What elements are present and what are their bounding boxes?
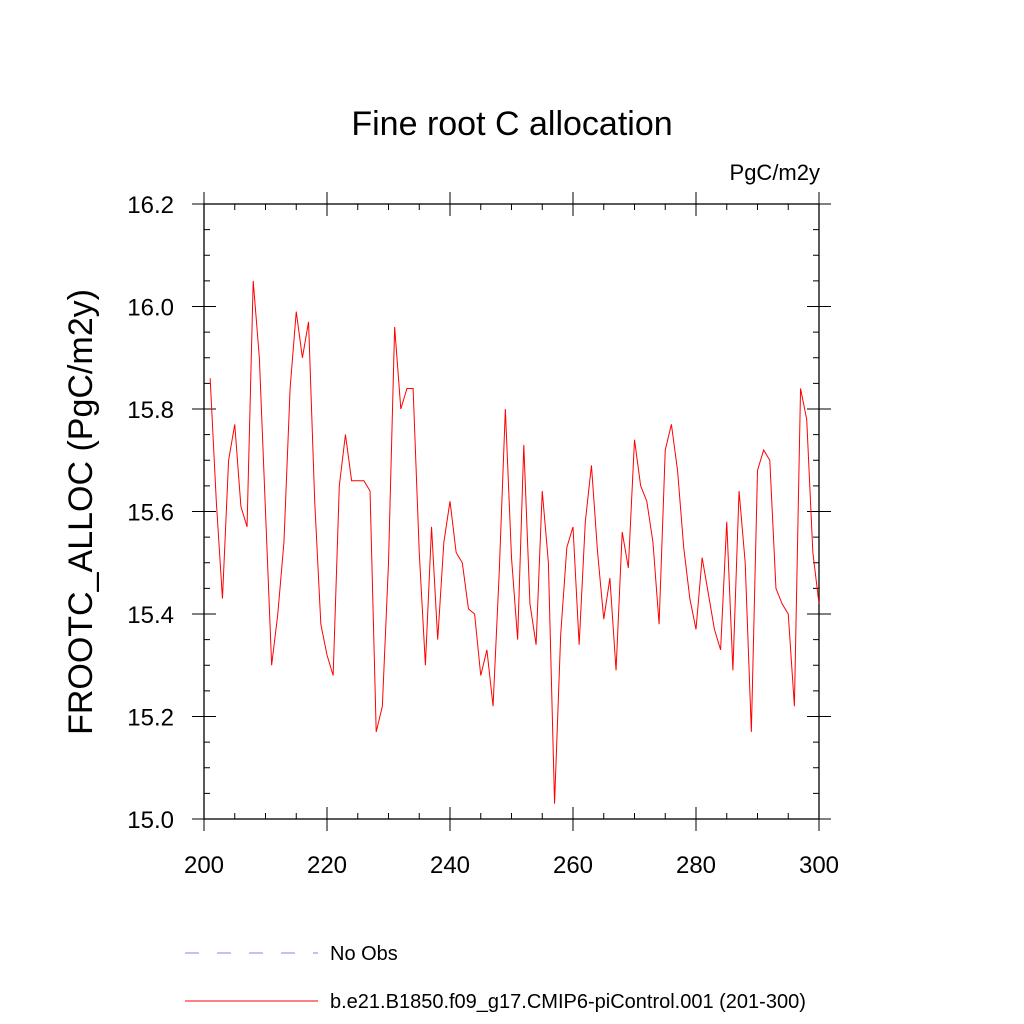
y-tick-label: 15.4 — [127, 602, 174, 629]
tick-labels: 200 220 240 260 280 300 15.0 15.2 15.4 15.6 15.8 16… — [127, 192, 839, 879]
series-layer — [209, 280, 820, 804]
y-tick-label: 16.0 — [127, 295, 174, 322]
legend-label: No Obs — [330, 943, 398, 965]
series-line — [209, 280, 820, 804]
y-tick-label: 15.0 — [127, 807, 174, 834]
y-tick-label: 15.8 — [127, 397, 174, 424]
plot-frame — [203, 203, 820, 820]
x-tick-label: 220 — [307, 852, 347, 879]
y-tick-label: 15.6 — [127, 500, 174, 527]
y-axis-label: FROOTC_ALLOC (PgC/m2y) — [62, 289, 100, 735]
x-tick-label: 280 — [676, 852, 716, 879]
units-label: PgC/m2y — [730, 160, 820, 185]
x-tick-label: 300 — [799, 852, 839, 879]
x-tick-label: 200 — [184, 852, 224, 879]
x-tick-label: 260 — [553, 852, 593, 879]
y-tick-label: 15.2 — [127, 705, 174, 732]
legend: No Obs b.e21.B1850.f09_g17.CMIP6-piContro… — [185, 943, 806, 1013]
y-tick-label: 16.2 — [127, 192, 174, 219]
x-tick-label: 240 — [430, 852, 470, 879]
axis-ticks — [192, 192, 831, 831]
chart-title: Fine root C allocation — [351, 105, 672, 143]
legend-label: b.e21.B1850.f09_g17.CMIP6-piControl.001 … — [330, 991, 806, 1013]
